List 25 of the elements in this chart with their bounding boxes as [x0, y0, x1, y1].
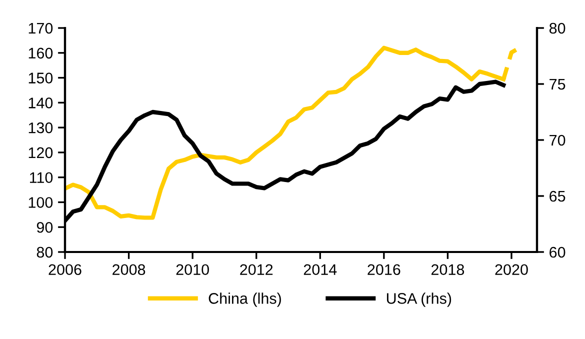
y-tick-label: 110	[30, 172, 53, 184]
y-tick-label: 90	[36, 222, 53, 233]
y-tick-label: 160	[28, 48, 53, 59]
y-tick-label: 130	[28, 122, 53, 134]
y2-tick-label: 80	[549, 22, 566, 34]
x-tick-label: 2020	[495, 264, 528, 276]
x-tick-label: 2014	[304, 264, 337, 276]
y-tick-label: 170	[28, 22, 53, 34]
x-tick-label: 2012	[240, 264, 273, 276]
x-tick-label: 2018	[431, 264, 464, 276]
y2-tick-label: 65	[550, 190, 566, 202]
legend-label: China (lhs)	[208, 292, 281, 307]
y-tick-label: 140	[28, 98, 53, 108]
x-tick-label: 2016	[368, 264, 400, 276]
x-tick-label: 2010	[176, 264, 209, 276]
y-tick-label: 120	[28, 147, 53, 158]
y2-tick-label: 60	[550, 246, 566, 258]
y2-tick-label: 70	[550, 134, 566, 146]
y-tick-label: 80	[36, 246, 53, 258]
x-tick-label: 2006	[48, 264, 82, 276]
y-tick-label: 100	[28, 197, 53, 208]
legend-label: USA (rhs)	[386, 292, 452, 307]
y2-tick-label: 75	[550, 79, 566, 90]
x-tick-label: 2008	[112, 264, 146, 276]
y-tick-label: 150	[28, 72, 53, 84]
